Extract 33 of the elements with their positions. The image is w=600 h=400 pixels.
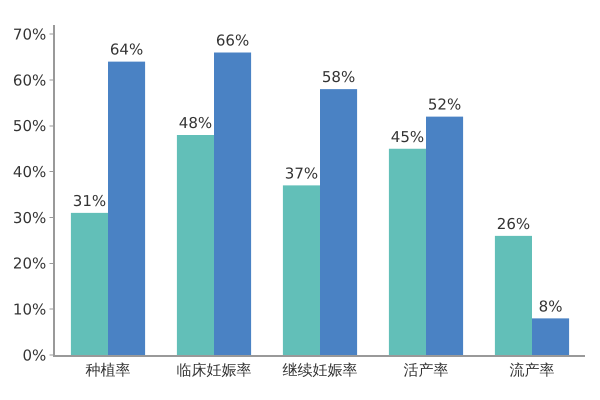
y-tick-label: 20% bbox=[12, 254, 46, 273]
x-tick-label: 继续妊娠率 bbox=[282, 360, 358, 379]
data-label: 31% bbox=[72, 192, 106, 210]
bar bbox=[494, 236, 532, 355]
x-tick-label: 流产率 bbox=[510, 360, 554, 379]
data-label: 64% bbox=[110, 40, 144, 59]
y-tick-label: 10% bbox=[12, 300, 46, 318]
bar bbox=[320, 89, 358, 355]
data-label: 45% bbox=[390, 128, 424, 146]
bar bbox=[388, 148, 426, 355]
data-label: 58% bbox=[322, 68, 356, 86]
data-label: 26% bbox=[496, 214, 530, 233]
x-tick-label: 临床妊娠率 bbox=[176, 360, 252, 379]
bar bbox=[70, 212, 108, 355]
y-tick-label: 30% bbox=[12, 208, 46, 227]
bar bbox=[532, 318, 570, 355]
x-tick-label: 种植率 bbox=[86, 360, 130, 379]
y-tick-label: 40% bbox=[12, 162, 46, 181]
data-label: 66% bbox=[216, 32, 250, 50]
data-label: 8% bbox=[538, 297, 562, 316]
y-tick-label: 70% bbox=[12, 25, 46, 44]
data-label: 37% bbox=[284, 164, 318, 182]
data-label: 48% bbox=[178, 114, 212, 132]
y-tick-label: 60% bbox=[12, 71, 46, 90]
bar bbox=[214, 52, 252, 355]
bar bbox=[176, 135, 214, 355]
y-tick-label: 50% bbox=[12, 117, 46, 136]
bar bbox=[426, 116, 464, 355]
y-tick-label: 0% bbox=[22, 346, 46, 364]
x-tick-label: 活产率 bbox=[404, 360, 448, 379]
bar bbox=[282, 185, 320, 355]
bar bbox=[108, 62, 146, 355]
data-label: 52% bbox=[428, 96, 462, 114]
